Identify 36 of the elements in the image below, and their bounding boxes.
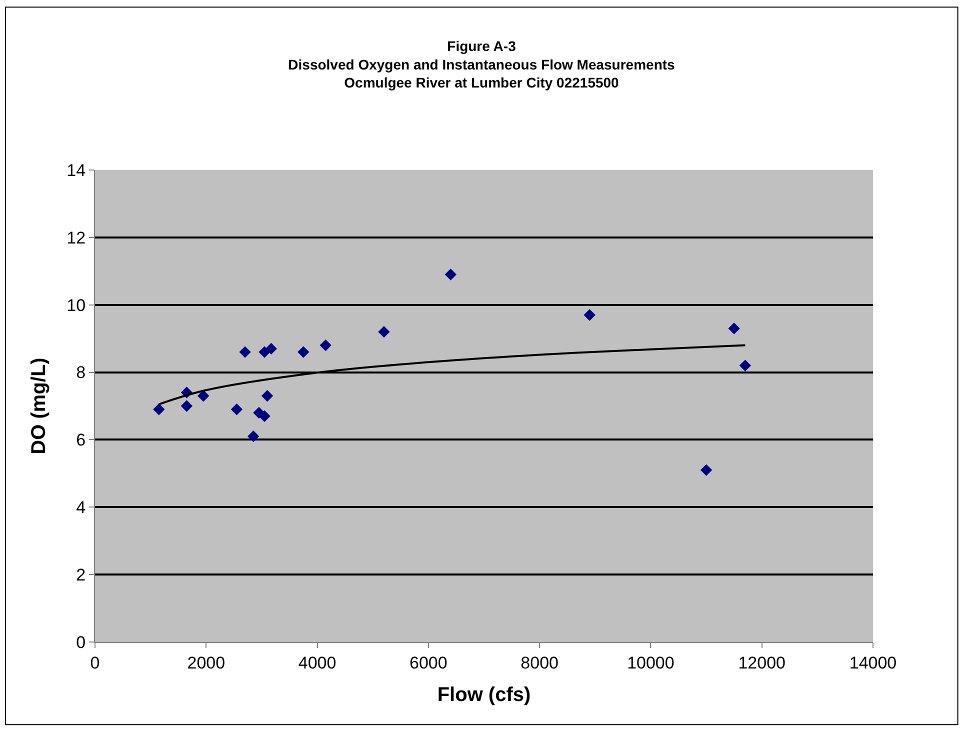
point <box>584 309 596 321</box>
point <box>739 360 752 372</box>
point <box>298 346 310 358</box>
y-tick-label: 6 <box>76 430 86 450</box>
y-tick-label: 8 <box>76 363 86 382</box>
point <box>265 342 278 355</box>
point <box>230 404 243 416</box>
y-tick-label: 10 <box>66 296 86 315</box>
point <box>198 390 210 402</box>
x-tick-label: 4000 <box>298 653 336 672</box>
point <box>444 268 457 280</box>
point <box>258 410 270 422</box>
point <box>248 430 260 442</box>
x-tick-label: 2000 <box>187 653 226 672</box>
x-tick-label: 6000 <box>410 653 448 672</box>
point <box>153 404 165 416</box>
point <box>239 346 251 358</box>
x-axis-title: Flow (cfs) <box>437 684 531 706</box>
y-tick-label: 12 <box>66 228 86 248</box>
point <box>180 400 193 412</box>
point <box>320 339 332 352</box>
y-tick-label: 4 <box>76 498 86 518</box>
y-tick-label: 2 <box>76 566 86 585</box>
chart-title: Figure A-3 Dissolved Oxygen and Instantaneous Flow Measurements Ocmulgee River at Lumber City 02215500 <box>288 38 676 91</box>
point <box>700 464 712 476</box>
x-tick-label: 8000 <box>520 653 558 672</box>
x-tick-label: 10000 <box>627 653 674 672</box>
point <box>728 322 740 334</box>
y-axis-title: DO (mg/L) <box>28 358 50 454</box>
y-tick-label: 14 <box>66 160 86 180</box>
point <box>378 326 390 338</box>
x-tick-label: 0 <box>90 653 100 672</box>
x-tick-label: 14000 <box>849 653 897 672</box>
point <box>261 390 274 402</box>
y-tick-label: 0 <box>76 632 86 652</box>
x-tick-label: 12000 <box>738 653 786 672</box>
